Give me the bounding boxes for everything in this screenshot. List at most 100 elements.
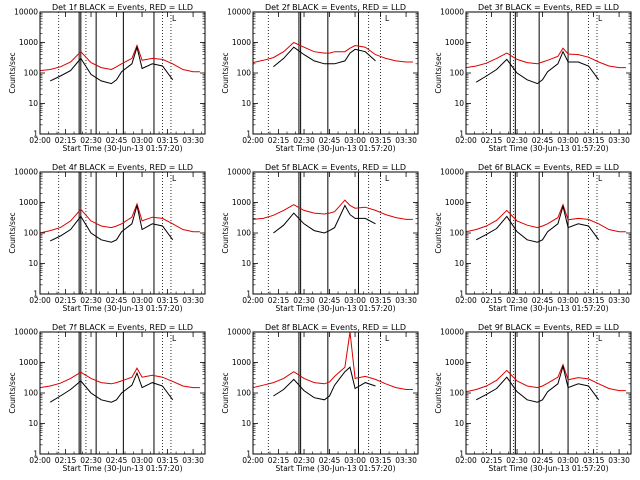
x-tick-label: 02:00 xyxy=(242,136,264,145)
x-tick-label: 03:00 xyxy=(131,296,153,305)
y-tick-label: 10 xyxy=(28,99,38,108)
x-tick-label: 02:15 xyxy=(268,296,290,305)
x-tick-label: 02:45 xyxy=(319,136,341,145)
events-series-line xyxy=(49,371,174,403)
x-tick-label: 02:45 xyxy=(106,296,128,305)
lld-series-line xyxy=(39,44,200,73)
x-tick-label: 03:15 xyxy=(157,296,179,305)
x-tick-label: 02:30 xyxy=(80,296,102,305)
y-tick-label: 100 xyxy=(24,69,39,78)
panel-title: Det 8f BLACK = Events, RED = LLD xyxy=(265,323,406,332)
plot-frame xyxy=(252,11,419,135)
x-axis-label: Start Time (30-Jun-13 01:57:20) xyxy=(489,304,609,313)
x-tick-label: 02:00 xyxy=(242,456,264,465)
y-axis-label: Counts/sec xyxy=(8,52,17,93)
x-tick-label: 03:30 xyxy=(395,136,417,145)
corner-marker: L xyxy=(598,14,603,23)
events-series-line xyxy=(475,204,600,243)
y-tick-label: 10000 xyxy=(227,168,251,177)
panel-title: Det 9f BLACK = Events, RED = LLD xyxy=(478,323,619,332)
panel-title: Det 3f BLACK = Events, RED = LLD xyxy=(478,3,619,12)
events-series-line xyxy=(273,46,376,68)
y-tick-label: 10 xyxy=(241,259,251,268)
x-tick-label: 02:30 xyxy=(80,136,102,145)
x-tick-label: 02:15 xyxy=(55,296,77,305)
y-tick-label: 10000 xyxy=(14,328,38,337)
x-tick-label: 02:15 xyxy=(481,456,503,465)
y-axis-label: Counts/sec xyxy=(434,372,443,413)
x-tick-label: 02:45 xyxy=(106,136,128,145)
lld-series-line xyxy=(252,199,413,220)
y-tick-label: 1000 xyxy=(445,358,464,367)
x-tick-label: 02:00 xyxy=(455,456,477,465)
y-tick-label: 1 xyxy=(33,290,38,299)
y-tick-label: 1000 xyxy=(445,198,464,207)
x-tick-label: 03:00 xyxy=(557,456,579,465)
y-tick-label: 1 xyxy=(246,450,251,459)
y-tick-label: 100 xyxy=(237,229,252,238)
x-tick-label: 02:00 xyxy=(29,136,51,145)
corner-marker: L xyxy=(598,334,603,343)
lld-series-line xyxy=(465,203,626,233)
x-tick-label: 02:00 xyxy=(242,296,264,305)
x-tick-label: 02:15 xyxy=(55,456,77,465)
lld-series-line xyxy=(252,41,413,64)
y-tick-label: 10000 xyxy=(14,8,38,17)
y-tick-label: 1000 xyxy=(232,38,251,47)
lld-series-line xyxy=(39,367,200,389)
lld-series-line xyxy=(252,331,413,390)
plot-frame xyxy=(465,171,632,295)
x-tick-label: 02:30 xyxy=(293,456,315,465)
lld-series-line xyxy=(465,363,626,393)
y-axis-label: Counts/sec xyxy=(434,52,443,93)
corner-marker: L xyxy=(172,334,177,343)
y-tick-label: 10000 xyxy=(227,328,251,337)
x-tick-label: 02:15 xyxy=(55,136,77,145)
x-tick-label: 03:30 xyxy=(182,136,204,145)
y-axis-label: Counts/sec xyxy=(221,372,230,413)
y-tick-label: 1 xyxy=(246,130,251,139)
x-axis-label: Start Time (30-Jun-13 01:57:20) xyxy=(276,144,396,153)
x-tick-label: 02:15 xyxy=(481,136,503,145)
y-tick-label: 10 xyxy=(241,419,251,428)
x-tick-label: 02:30 xyxy=(506,136,528,145)
panel-title: Det 6f BLACK = Events, RED = LLD xyxy=(478,163,619,172)
x-tick-label: 03:00 xyxy=(344,136,366,145)
y-tick-label: 10 xyxy=(28,419,38,428)
x-tick-label: 03:15 xyxy=(370,136,392,145)
x-tick-label: 03:30 xyxy=(182,296,204,305)
x-tick-label: 02:00 xyxy=(455,296,477,305)
x-tick-label: 03:15 xyxy=(157,456,179,465)
y-tick-label: 1000 xyxy=(232,198,251,207)
x-tick-label: 03:15 xyxy=(583,136,605,145)
x-axis-label: Start Time (30-Jun-13 01:57:20) xyxy=(489,144,609,153)
y-tick-label: 1000 xyxy=(232,358,251,367)
events-series-line xyxy=(273,366,376,401)
x-tick-label: 03:00 xyxy=(131,136,153,145)
y-tick-label: 10 xyxy=(241,99,251,108)
x-tick-label: 03:30 xyxy=(395,296,417,305)
events-series-line xyxy=(273,204,376,234)
corner-marker: L xyxy=(172,174,177,183)
x-tick-label: 03:15 xyxy=(370,296,392,305)
plot-frame xyxy=(465,331,632,455)
corner-marker: L xyxy=(385,174,390,183)
x-tick-label: 02:30 xyxy=(293,136,315,145)
x-tick-label: 03:00 xyxy=(344,296,366,305)
x-tick-label: 02:45 xyxy=(532,296,554,305)
corner-marker: L xyxy=(598,174,603,183)
y-tick-label: 100 xyxy=(24,229,39,238)
y-tick-label: 100 xyxy=(237,389,252,398)
x-tick-label: 02:45 xyxy=(319,456,341,465)
x-tick-label: 03:30 xyxy=(608,456,630,465)
x-axis-label: Start Time (30-Jun-13 01:57:20) xyxy=(489,464,609,473)
y-axis-label: Counts/sec xyxy=(221,212,230,253)
corner-marker: L xyxy=(385,14,390,23)
x-tick-label: 02:15 xyxy=(268,456,290,465)
x-tick-label: 02:45 xyxy=(532,136,554,145)
x-axis-label: Start Time (30-Jun-13 01:57:20) xyxy=(63,464,183,473)
events-series-line xyxy=(49,45,174,85)
events-series-line xyxy=(475,50,600,85)
lld-series-line xyxy=(39,202,200,234)
x-tick-label: 02:15 xyxy=(268,136,290,145)
